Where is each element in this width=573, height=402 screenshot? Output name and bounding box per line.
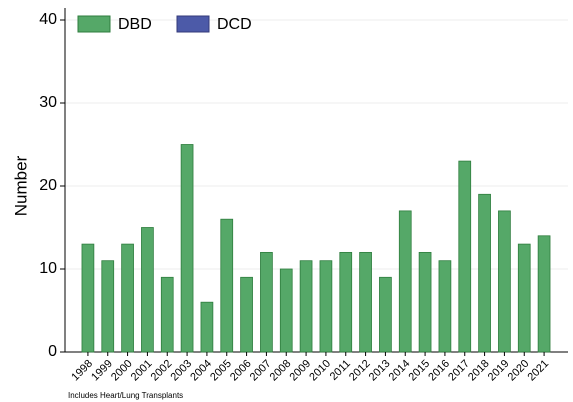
bar — [220, 218, 234, 353]
x-tick-label: 2020 — [506, 358, 532, 384]
y-tick-label: 20 — [39, 177, 57, 194]
x-tick-label: 2006 — [228, 358, 254, 384]
x-tick-label: 2019 — [486, 358, 512, 384]
legend-label: DCD — [217, 16, 252, 33]
x-tick-label: 2013 — [367, 358, 393, 384]
x-tick-label: 2002 — [149, 358, 175, 384]
x-tick-label: 2017 — [446, 358, 472, 384]
bar — [299, 260, 313, 353]
x-tick-label: 2001 — [129, 358, 155, 384]
bar — [180, 144, 194, 353]
bar — [458, 160, 472, 353]
bar — [398, 210, 412, 353]
bar — [418, 251, 432, 353]
bar — [260, 251, 273, 353]
x-tick-label: 2010 — [307, 358, 333, 384]
x-tick-label: 2014 — [387, 358, 413, 384]
x-tick-label: 2003 — [168, 358, 194, 384]
bar — [200, 301, 214, 353]
bar — [81, 243, 95, 353]
bar — [498, 210, 511, 353]
legend-swatch — [77, 15, 111, 33]
x-tick-label: 2005 — [208, 358, 234, 384]
x-tick-label: 2004 — [188, 358, 214, 384]
x-tick-label: 1998 — [69, 358, 95, 384]
bar — [279, 268, 293, 353]
x-tick-label: 2009 — [287, 358, 313, 384]
bar — [537, 235, 551, 353]
x-tick-label: 2007 — [248, 358, 274, 384]
x-tick-label: 2008 — [268, 358, 294, 384]
legend-swatch — [176, 15, 210, 33]
bar — [240, 276, 253, 353]
bar — [359, 251, 372, 353]
y-tick-label: 10 — [39, 260, 57, 277]
bar — [438, 260, 452, 353]
bar — [339, 251, 353, 353]
x-tick-label: 1999 — [89, 358, 115, 384]
bar — [160, 276, 174, 353]
y-tick-label: 30 — [39, 94, 57, 111]
y-tick-label: 40 — [39, 11, 57, 28]
bar — [121, 243, 134, 353]
x-tick-label: 2016 — [426, 358, 452, 384]
x-tick-label: 2018 — [466, 358, 492, 384]
bar — [517, 243, 531, 353]
bar — [379, 276, 392, 353]
legend-label: DBD — [118, 16, 152, 33]
bar — [141, 227, 154, 353]
bar — [101, 260, 115, 353]
x-tick-label: 2015 — [406, 358, 432, 384]
bar — [478, 193, 491, 353]
bar — [319, 260, 333, 353]
y-axis-label: Number — [11, 155, 30, 216]
x-tick-label: 2021 — [525, 358, 551, 384]
footnote: Includes Heart/Lung Transplants — [68, 391, 183, 400]
x-tick-label: 2011 — [328, 358, 353, 383]
x-tick-label: 2000 — [109, 358, 135, 384]
x-tick-label: 2012 — [347, 358, 373, 384]
y-tick-label: 0 — [48, 343, 57, 360]
